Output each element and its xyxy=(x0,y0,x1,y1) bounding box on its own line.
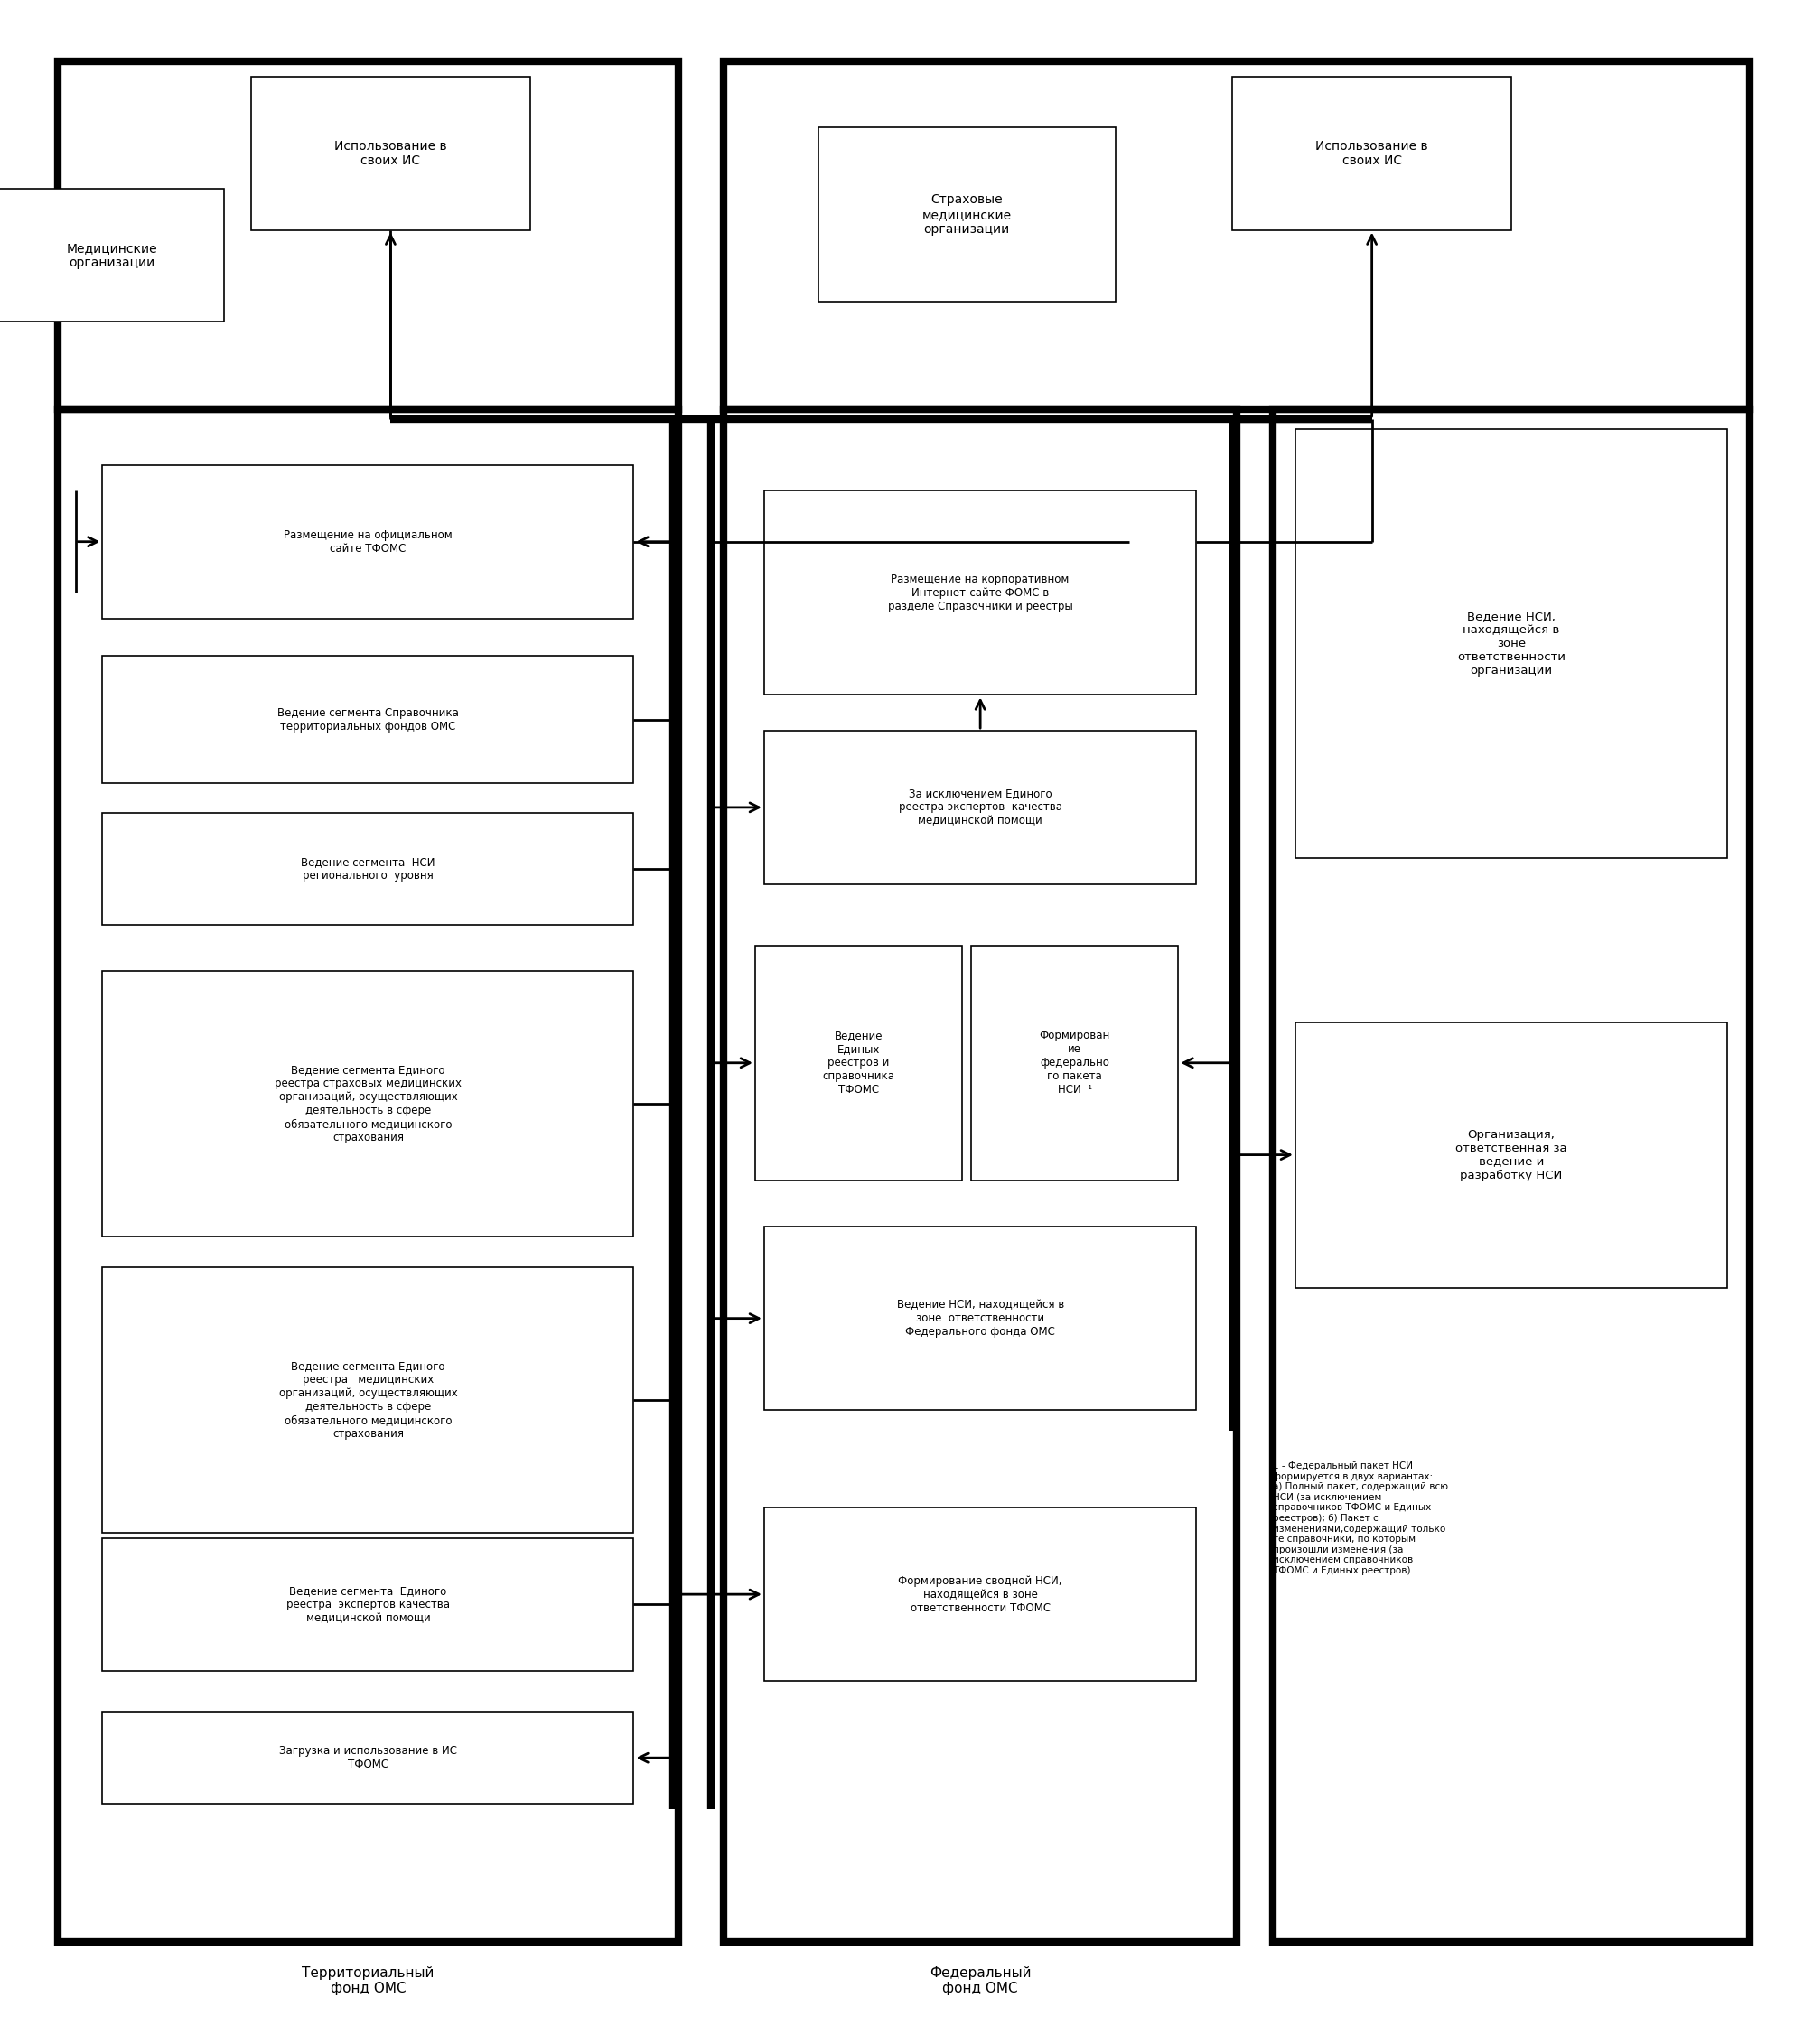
Text: Медицинские
организации: Медицинские организации xyxy=(67,241,157,270)
Text: 1 - Федеральный пакет НСИ
формируется в двух вариантах:
а) Полный пакет, содержа: 1 - Федеральный пакет НСИ формируется в … xyxy=(1274,1461,1449,1576)
FancyBboxPatch shape xyxy=(765,491,1196,695)
Text: Территориальный
фонд ОМС: Территориальный фонд ОМС xyxy=(301,1966,435,1995)
FancyBboxPatch shape xyxy=(251,76,530,229)
Text: За исключением Единого
реестра экспертов  качества
медицинской помощи: За исключением Единого реестра экспертов… xyxy=(898,787,1063,828)
Text: Загрузка и использование в ИС
ТФОМС: Загрузка и использование в ИС ТФОМС xyxy=(280,1746,456,1770)
FancyBboxPatch shape xyxy=(971,944,1178,1181)
FancyBboxPatch shape xyxy=(1295,1022,1728,1288)
Text: Использование в
своих ИС: Использование в своих ИС xyxy=(1315,139,1429,168)
FancyBboxPatch shape xyxy=(1295,429,1728,858)
FancyBboxPatch shape xyxy=(765,1508,1196,1680)
Text: Размещение на корпоративном
Интернет-сайте ФОМС в
разделе Справочники и реестры: Размещение на корпоративном Интернет-сай… xyxy=(888,572,1073,613)
Text: Ведение НСИ,
находящейся в
зоне
ответственности
организации: Ведение НСИ, находящейся в зоне ответств… xyxy=(1458,611,1566,677)
FancyBboxPatch shape xyxy=(103,1267,633,1533)
Text: Ведение сегмента  Единого
реестра  экспертов качества
медицинской помощи: Ведение сегмента Единого реестра эксперт… xyxy=(287,1584,449,1625)
Text: Организация,
ответственная за
ведение и
разработку НСИ: Организация, ответственная за ведение и … xyxy=(1456,1128,1568,1181)
Text: Федеральный
фонд ОМС: Федеральный фонд ОМС xyxy=(929,1966,1032,1995)
FancyBboxPatch shape xyxy=(0,188,224,321)
Text: Формирован
ие
федерально
го пакета
НСИ  ¹: Формирован ие федерально го пакета НСИ ¹ xyxy=(1039,1030,1109,1096)
FancyBboxPatch shape xyxy=(103,971,633,1237)
FancyBboxPatch shape xyxy=(765,732,1196,883)
FancyBboxPatch shape xyxy=(103,811,633,924)
FancyBboxPatch shape xyxy=(1232,76,1512,229)
Text: Страховые
медицинские
организации: Страховые медицинские организации xyxy=(922,194,1012,235)
Text: Ведение НСИ, находящейся в
зоне  ответственности
Федерального фонда ОМС: Ведение НСИ, находящейся в зоне ответств… xyxy=(897,1298,1064,1339)
Text: Ведение
Единых
реестров и
справочника
ТФОМС: Ведение Единых реестров и справочника ТФ… xyxy=(823,1030,895,1096)
FancyBboxPatch shape xyxy=(103,1711,633,1803)
Text: Ведение сегмента Единого
реестра   медицинских
организаций, осуществляющих
деяте: Ведение сегмента Единого реестра медицин… xyxy=(280,1361,458,1439)
FancyBboxPatch shape xyxy=(103,1537,633,1672)
FancyBboxPatch shape xyxy=(819,127,1115,300)
Text: Использование в
своих ИС: Использование в своих ИС xyxy=(334,139,447,168)
Text: Размещение на официальном
сайте ТФОМС: Размещение на официальном сайте ТФОМС xyxy=(283,529,453,554)
Text: Ведение сегмента Справочника
территориальных фондов ОМС: Ведение сегмента Справочника территориал… xyxy=(278,707,458,732)
Text: Формирование сводной НСИ,
находящейся в зоне
ответственности ТФОМС: Формирование сводной НСИ, находящейся в … xyxy=(898,1574,1063,1615)
Text: Ведение сегмента  НСИ
регионального  уровня: Ведение сегмента НСИ регионального уровн… xyxy=(301,856,435,881)
Text: Ведение сегмента Единого
реестра страховых медицинских
организаций, осуществляющ: Ведение сегмента Единого реестра страхов… xyxy=(274,1065,462,1143)
FancyBboxPatch shape xyxy=(103,464,633,617)
FancyBboxPatch shape xyxy=(756,944,962,1181)
FancyBboxPatch shape xyxy=(103,656,633,783)
FancyBboxPatch shape xyxy=(765,1226,1196,1410)
